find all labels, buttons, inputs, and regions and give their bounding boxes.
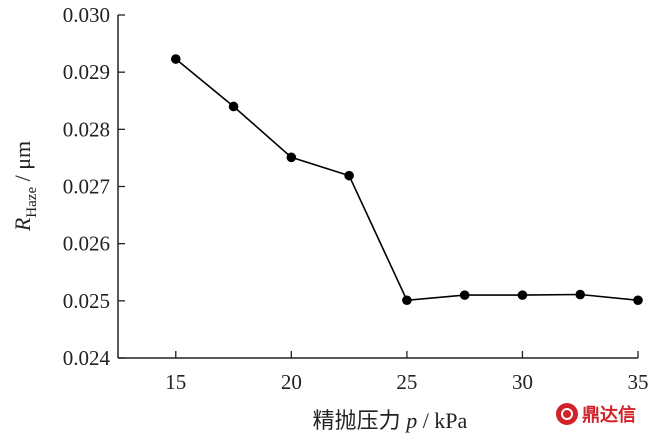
x-tick-label: 30	[512, 370, 533, 394]
y-tick-label: 0.029	[63, 60, 110, 84]
data-point	[402, 295, 412, 306]
y-axis-label-var: R	[10, 217, 35, 232]
data-point	[517, 290, 528, 300]
data-point	[633, 295, 643, 306]
series	[170, 54, 643, 306]
x-axis-label-prefix: 精抛压力	[313, 408, 407, 433]
x-axis-label: 精抛压力 p / kPa	[313, 408, 468, 433]
watermark-text: 鼎达信	[582, 404, 636, 426]
watermark: 鼎达信	[556, 403, 636, 426]
data-point	[170, 54, 181, 64]
axes	[117, 15, 638, 359]
x-tick-label: 20	[281, 370, 302, 394]
x-tick-label: 35	[628, 370, 649, 394]
y-tick-label: 0.025	[63, 289, 110, 313]
y-tick-label: 0.027	[63, 175, 110, 199]
y-tick-label: 0.026	[63, 232, 110, 256]
data-point	[575, 289, 586, 300]
watermark-logo-icon	[556, 403, 578, 425]
y-axis-label-subscript: Haze	[24, 187, 40, 218]
data-point	[344, 170, 354, 181]
x-tick-label: 25	[396, 370, 417, 394]
y-axis-label-unit: / μm	[10, 141, 35, 187]
data-point	[228, 101, 239, 112]
data-point	[286, 152, 297, 163]
data-point	[459, 290, 470, 300]
watermark-logo-inner	[561, 408, 573, 420]
y-tick-label: 0.028	[63, 117, 110, 141]
x-axis-label-unit: / kPa	[417, 408, 467, 433]
y-tick-label: 0.030	[63, 3, 110, 27]
x-tick-label: 15	[165, 370, 186, 394]
y-tick-label: 0.024	[63, 346, 111, 370]
series-line	[175, 58, 639, 302]
ticks: 0.024 0.025 0.026 0.027 0.028 0.029 0.030 15 20 2…	[63, 3, 649, 394]
x-axis-label-var: p	[404, 408, 417, 433]
y-axis-label: RHaze / μm	[10, 141, 40, 232]
